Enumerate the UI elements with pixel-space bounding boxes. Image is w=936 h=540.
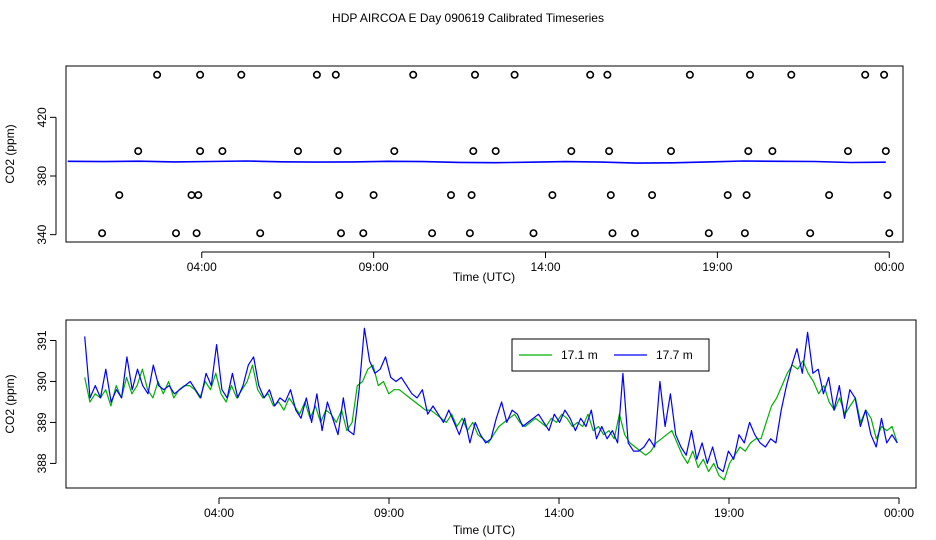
calibration-point bbox=[768, 147, 777, 156]
calibration-point bbox=[529, 229, 538, 238]
bottom-y-axis-label: CO2 (ppm) bbox=[3, 374, 17, 433]
top-x-axis: 04:00 09:00 14:00 19:00 00:00 bbox=[187, 251, 905, 274]
bottom-y-tick-label: 389 bbox=[35, 412, 49, 432]
calibration-point bbox=[603, 70, 612, 79]
calibration-point bbox=[428, 229, 437, 238]
bottom-x-tick-label: 14:00 bbox=[544, 506, 574, 520]
top-y-axis: 340 380 420 bbox=[35, 107, 57, 245]
calibration-point bbox=[630, 229, 639, 238]
top-panel: 340 380 420 04:00 09:00 14:00 19:00 00:00 Time… bbox=[3, 65, 905, 284]
calibration-point bbox=[723, 191, 732, 200]
calibration-point bbox=[648, 191, 657, 200]
calibration-point bbox=[390, 147, 399, 156]
calibration-point bbox=[331, 70, 340, 79]
calibration-point bbox=[218, 147, 227, 156]
bottom-x-axis: 04:00 09:00 14:00 19:00 00:00 bbox=[204, 497, 914, 520]
bottom-y-axis: 388 389 390 391 bbox=[35, 330, 57, 473]
calibration-point bbox=[115, 191, 124, 200]
calibration-point bbox=[98, 229, 107, 238]
calibration-point bbox=[880, 70, 889, 79]
bottom-panel: 388 389 390 391 04:00 09:00 14:00 19:00 00:00 1… bbox=[3, 319, 917, 537]
calibration-point bbox=[446, 191, 455, 200]
calibration-point bbox=[312, 70, 321, 79]
calibration-point bbox=[666, 147, 675, 156]
series-line-17-7-m bbox=[84, 327, 898, 473]
calibration-point bbox=[467, 191, 476, 200]
bottom-y-tick-label: 390 bbox=[35, 371, 49, 391]
calibration-point bbox=[194, 191, 203, 200]
calibration-point bbox=[293, 147, 302, 156]
calibration-point bbox=[704, 229, 713, 238]
bottom-data-marks bbox=[84, 327, 898, 481]
calibration-point bbox=[685, 70, 694, 79]
calibration-point bbox=[256, 229, 265, 238]
top-plot-frame bbox=[65, 65, 904, 243]
calibration-point bbox=[881, 147, 890, 156]
top-x-tick-label: 14:00 bbox=[530, 260, 560, 274]
calibration-point bbox=[237, 70, 246, 79]
calibration-point bbox=[740, 229, 749, 238]
calibration-point bbox=[806, 229, 815, 238]
bottom-x-axis-label: Time (UTC) bbox=[453, 523, 515, 537]
top-x-tick-label: 19:00 bbox=[702, 260, 732, 274]
calibration-point bbox=[333, 147, 342, 156]
bottom-x-tick-label: 04:00 bbox=[204, 506, 234, 520]
calibration-point bbox=[196, 70, 205, 79]
top-y-tick-label: 340 bbox=[35, 224, 49, 244]
calibration-point bbox=[567, 147, 576, 156]
bottom-x-tick-label: 09:00 bbox=[374, 506, 404, 520]
calibration-point bbox=[409, 70, 418, 79]
top-x-axis-label: Time (UTC) bbox=[453, 270, 515, 284]
calibration-point bbox=[491, 147, 500, 156]
calibration-point bbox=[548, 191, 557, 200]
calibration-point bbox=[359, 229, 368, 238]
calibration-point bbox=[336, 229, 345, 238]
bottom-x-tick-label: 19:00 bbox=[714, 506, 744, 520]
calibration-point bbox=[843, 147, 852, 156]
calibration-point bbox=[606, 191, 615, 200]
bottom-y-tick-label: 388 bbox=[35, 453, 49, 473]
calibration-point bbox=[465, 229, 474, 238]
calibration-point bbox=[172, 229, 181, 238]
calibration-point bbox=[469, 147, 478, 156]
top-x-tick-label: 00:00 bbox=[874, 260, 904, 274]
legend-label-17-7m: 17.7 m bbox=[656, 348, 693, 362]
calibration-point bbox=[861, 70, 870, 79]
calibration-point bbox=[745, 70, 754, 79]
top-x-tick-label: 04:00 bbox=[187, 260, 217, 274]
calibration-point bbox=[742, 191, 751, 200]
calibration-point bbox=[825, 191, 834, 200]
top-x-tick-label: 09:00 bbox=[359, 260, 389, 274]
calibration-point bbox=[586, 70, 595, 79]
legend-label-17-1m: 17.1 m bbox=[561, 348, 598, 362]
bottom-plot-frame bbox=[65, 319, 917, 489]
bottom-y-tick-label: 391 bbox=[35, 330, 49, 350]
calibration-point bbox=[744, 147, 753, 156]
bottom-x-tick-label: 00:00 bbox=[884, 506, 914, 520]
calibration-point bbox=[153, 70, 162, 79]
top-series-line bbox=[67, 160, 886, 164]
series-line-17-1-m bbox=[84, 360, 898, 481]
calibration-point bbox=[605, 147, 614, 156]
calibration-point bbox=[192, 229, 201, 238]
legend: 17.1 m 17.7 m bbox=[511, 338, 710, 372]
calibration-point bbox=[470, 70, 479, 79]
top-y-tick-label: 380 bbox=[35, 166, 49, 186]
calibration-point bbox=[885, 229, 894, 238]
top-y-tick-label: 420 bbox=[35, 107, 49, 127]
calibration-point bbox=[510, 70, 519, 79]
calibration-point bbox=[369, 191, 378, 200]
calibration-point bbox=[335, 191, 344, 200]
calibration-point bbox=[787, 70, 796, 79]
top-data-marks bbox=[67, 70, 894, 238]
calibration-point bbox=[187, 191, 196, 200]
figure-title: HDP AIRCOA E Day 090619 Calibrated Times… bbox=[332, 11, 604, 25]
calibration-point bbox=[608, 229, 617, 238]
calibration-point bbox=[196, 147, 205, 156]
calibration-point bbox=[883, 191, 892, 200]
top-y-axis-label: CO2 (ppm) bbox=[3, 124, 17, 183]
calibration-point bbox=[134, 147, 143, 156]
calibration-point bbox=[273, 191, 282, 200]
